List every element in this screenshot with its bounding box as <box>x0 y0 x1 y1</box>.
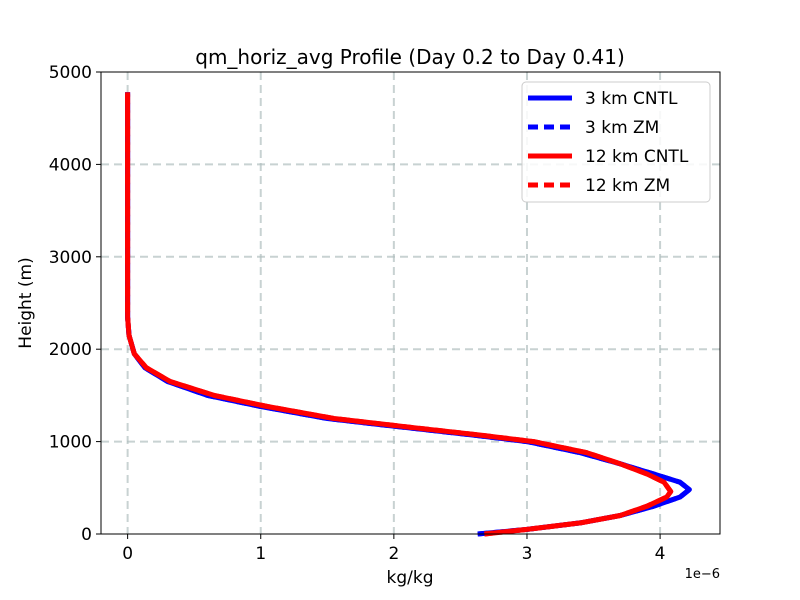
legend-label-4: 12 km ZM <box>585 176 670 196</box>
x-tick-label: 0 <box>122 544 133 564</box>
x-tick-label: 2 <box>388 544 399 564</box>
chart-title: qm_horiz_avg Profile (Day 0.2 to Day 0.4… <box>195 45 625 69</box>
y-tick-label: 1000 <box>49 433 92 453</box>
grid <box>101 72 720 534</box>
x-tick-label: 4 <box>655 544 666 564</box>
y-axis: 0 1000 2000 3000 4000 5000 <box>49 63 101 545</box>
series-group <box>125 92 692 537</box>
plot-frame <box>100 71 721 535</box>
legend-label-2: 3 km ZM <box>585 118 659 138</box>
legend-box <box>521 81 711 203</box>
x-axis: 0 1 2 3 4 <box>122 534 666 564</box>
legend-label-1: 3 km CNTL <box>585 89 678 109</box>
y-tick-label: 5000 <box>49 63 92 83</box>
x-axis-label: kg/kg <box>387 568 434 588</box>
legend-label-3: 12 km CNTL <box>585 147 689 167</box>
y-axis-label: Height (m) <box>16 257 36 348</box>
y-tick-label: 4000 <box>49 155 92 175</box>
y-tick-label: 2000 <box>49 340 92 360</box>
y-tick-label: 0 <box>81 525 92 545</box>
series-line-4 <box>125 92 674 537</box>
x-scale-offset: 1e−6 <box>685 567 720 582</box>
y-tick-label: 3000 <box>49 248 92 268</box>
x-tick-label: 1 <box>255 544 266 564</box>
x-tick-label: 3 <box>522 544 533 564</box>
legend: 3 km CNTL 3 km ZM 12 km CNTL 12 km ZM <box>521 81 711 203</box>
